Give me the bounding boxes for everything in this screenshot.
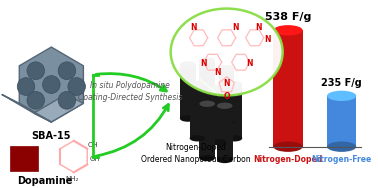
- Text: 538 F/g: 538 F/g: [265, 12, 311, 22]
- Ellipse shape: [170, 9, 283, 95]
- Ellipse shape: [273, 25, 303, 36]
- Circle shape: [68, 78, 85, 95]
- Polygon shape: [2, 94, 51, 122]
- Ellipse shape: [180, 61, 195, 67]
- Text: N: N: [256, 23, 262, 32]
- Circle shape: [17, 78, 35, 95]
- Bar: [219, 68, 234, 123]
- Bar: [227, 84, 242, 138]
- Ellipse shape: [190, 81, 205, 87]
- Bar: [200, 104, 215, 158]
- Ellipse shape: [327, 142, 356, 152]
- Ellipse shape: [211, 139, 227, 145]
- Text: In situ Polydopamine
Coating-Directed Synthesis: In situ Polydopamine Coating-Directed Sy…: [78, 81, 183, 102]
- Text: Nitrogen-Free: Nitrogen-Free: [311, 155, 372, 164]
- Text: SBA-15: SBA-15: [32, 131, 71, 141]
- Text: OH: OH: [89, 155, 100, 161]
- Ellipse shape: [217, 157, 232, 163]
- Text: Dopamine: Dopamine: [17, 176, 72, 186]
- Polygon shape: [19, 47, 84, 122]
- Circle shape: [58, 91, 76, 109]
- Text: Nitrogen-Doped: Nitrogen-Doped: [253, 155, 323, 164]
- Circle shape: [58, 62, 76, 80]
- Circle shape: [43, 76, 60, 93]
- Bar: [200, 60, 215, 115]
- Bar: [273, 30, 303, 147]
- Circle shape: [27, 91, 45, 109]
- Text: N: N: [214, 68, 221, 77]
- Text: NH₂: NH₂: [65, 176, 79, 182]
- Ellipse shape: [219, 65, 234, 71]
- Polygon shape: [34, 94, 84, 122]
- Text: OH: OH: [87, 142, 98, 148]
- Bar: [327, 96, 356, 147]
- Ellipse shape: [327, 91, 356, 101]
- Ellipse shape: [200, 111, 215, 118]
- Bar: [211, 88, 227, 142]
- Ellipse shape: [211, 85, 227, 91]
- Text: 235 F/g: 235 F/g: [321, 78, 362, 88]
- Bar: [217, 106, 232, 160]
- Ellipse shape: [200, 57, 215, 64]
- Text: N: N: [246, 59, 253, 68]
- Ellipse shape: [227, 135, 242, 141]
- Circle shape: [27, 62, 45, 80]
- Ellipse shape: [190, 135, 205, 141]
- Text: N: N: [265, 35, 271, 44]
- Text: O: O: [223, 92, 230, 101]
- Ellipse shape: [180, 115, 195, 122]
- Bar: [180, 64, 195, 119]
- Text: N: N: [223, 79, 230, 88]
- Ellipse shape: [200, 101, 215, 107]
- Ellipse shape: [219, 119, 234, 126]
- Text: Nitrogen-Doped
Ordered Nanoporous Carbon: Nitrogen-Doped Ordered Nanoporous Carbon: [141, 143, 250, 164]
- Ellipse shape: [227, 81, 242, 87]
- Ellipse shape: [217, 103, 232, 109]
- Ellipse shape: [273, 142, 303, 152]
- Text: N: N: [232, 23, 239, 32]
- Bar: [11, 146, 38, 171]
- Ellipse shape: [200, 155, 215, 161]
- Bar: [190, 84, 205, 138]
- Text: N: N: [200, 59, 207, 68]
- Text: N: N: [191, 23, 197, 32]
